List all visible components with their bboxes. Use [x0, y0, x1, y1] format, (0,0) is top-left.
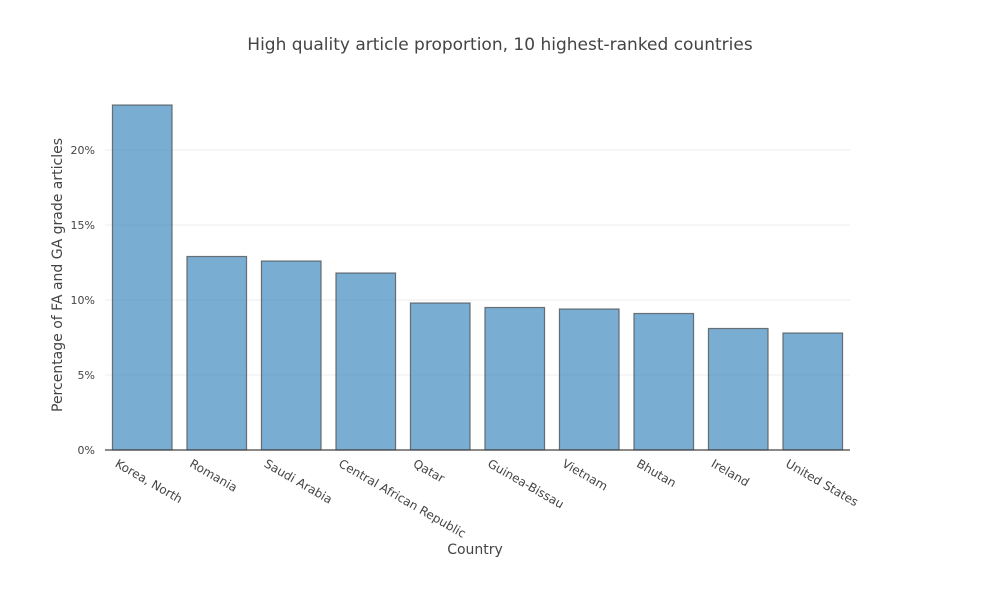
y-tick-label: 5% — [78, 369, 95, 382]
y-tick-label: 10% — [71, 294, 95, 307]
x-tick-label: Bhutan — [634, 456, 678, 490]
x-tick-label: United States — [783, 456, 860, 509]
x-tick-label: Qatar — [411, 456, 447, 485]
x-tick-label: Saudi Arabia — [262, 456, 335, 506]
x-axis-title: Country — [447, 542, 503, 558]
x-tick-label: Romania — [187, 456, 239, 494]
x-tick-label: Vietnam — [560, 456, 610, 493]
x-tick-label: Guinea-Bissau — [485, 456, 566, 511]
bar — [484, 306, 546, 451]
bar — [260, 260, 322, 451]
y-tick-label: 0% — [78, 444, 95, 457]
y-axis-title: Percentage of FA and GA grade articles — [50, 138, 66, 412]
bar — [335, 272, 397, 451]
x-tick-label: Korea, North — [113, 456, 185, 506]
bar — [111, 104, 173, 451]
y-tick-label: 20% — [71, 144, 95, 157]
x-tick-label: Ireland — [709, 456, 752, 489]
x-tick-label: Central African Republic — [336, 456, 468, 540]
bar — [633, 312, 695, 451]
y-tick-label: 15% — [71, 219, 95, 232]
bar — [558, 308, 620, 451]
bar — [186, 255, 248, 451]
bars — [111, 104, 844, 451]
bar — [409, 302, 471, 451]
bar — [707, 327, 769, 451]
chart-title: High quality article proportion, 10 high… — [247, 35, 753, 55]
bar — [782, 332, 844, 451]
